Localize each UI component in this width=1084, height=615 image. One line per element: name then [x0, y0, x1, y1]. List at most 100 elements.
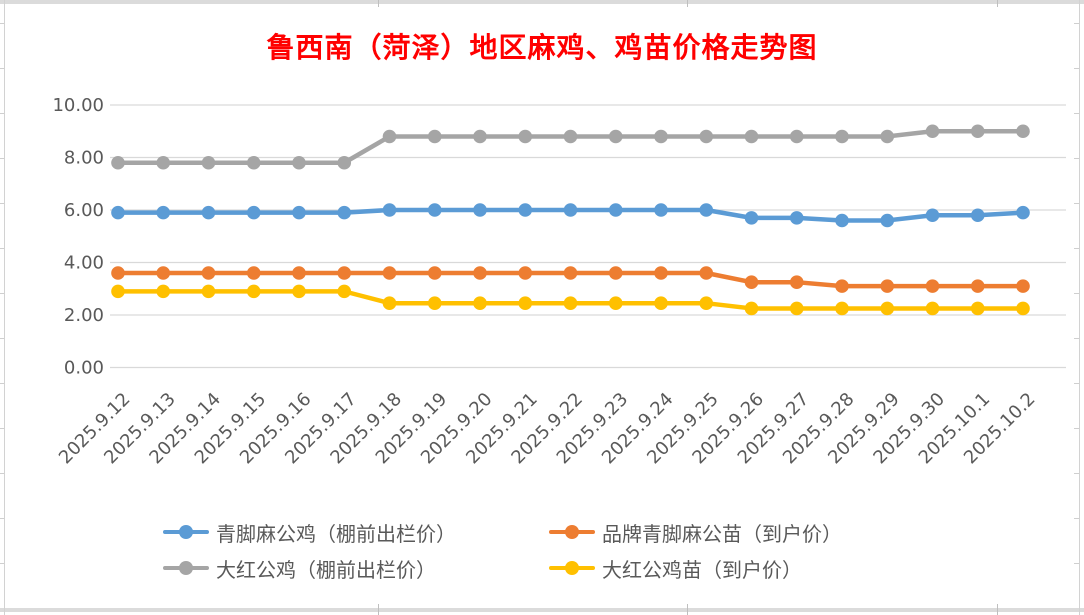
data-point [382, 129, 397, 144]
legend-item-dahong-chicken[interactable]: 大红公鸡（棚前出栏价） [163, 554, 549, 583]
legend: 青脚麻公鸡（棚前出栏价） 品牌青脚麻公苗（到户价） 大红公鸡（棚前出栏价） 大红… [163, 514, 842, 586]
data-point [925, 124, 940, 139]
data-point [518, 129, 533, 144]
sheet-gridline-left [4, 0, 5, 615]
data-point [654, 203, 668, 217]
data-point [111, 155, 125, 170]
data-point [427, 266, 442, 280]
data-point [699, 129, 714, 144]
data-point [835, 213, 849, 228]
data-point [970, 301, 985, 316]
data-point [563, 266, 578, 280]
data-point [880, 279, 895, 293]
sheet-column-divider [687, 604, 688, 615]
data-point [246, 266, 261, 280]
data-point [970, 124, 985, 139]
data-point [518, 266, 533, 280]
y-tick-label: 0.00 [64, 358, 104, 379]
data-point [744, 129, 759, 144]
data-point [292, 155, 306, 170]
data-point [156, 155, 171, 170]
data-point [337, 284, 352, 299]
data-point [880, 129, 895, 144]
data-point [608, 296, 623, 310]
data-point [925, 279, 940, 293]
data-point [744, 211, 759, 225]
y-tick-label: 8.00 [64, 148, 104, 169]
sheet-column-divider [378, 604, 379, 615]
data-point [835, 129, 849, 144]
data-point [382, 266, 397, 280]
data-point [201, 155, 216, 170]
data-point [111, 284, 125, 299]
data-point [156, 205, 171, 220]
data-point [608, 203, 623, 217]
y-tick-label: 4.00 [64, 253, 104, 274]
data-point [654, 129, 668, 144]
data-point [699, 266, 714, 280]
y-tick-label: 10.00 [52, 95, 104, 116]
data-point [970, 208, 985, 223]
legend-swatch-orange [549, 525, 595, 539]
chart-title: 鲁西南（菏泽）地区麻鸡、鸡苗价格走势图 [266, 31, 818, 64]
data-point [1016, 124, 1030, 139]
data-point [292, 205, 306, 220]
data-point [111, 205, 125, 220]
sheet-gridline-right [1079, 0, 1080, 615]
data-point [925, 301, 940, 316]
data-point [246, 284, 261, 299]
data-point [654, 266, 668, 280]
legend-swatch-blue [163, 525, 209, 539]
data-point [201, 284, 216, 299]
sheet-bottom-band [0, 608, 1084, 612]
data-point [111, 266, 125, 280]
legend-swatch-gray [163, 561, 209, 575]
data-point [382, 296, 397, 310]
sheet-column-divider [997, 0, 998, 7]
legend-item-qingjiaoma-chicken[interactable]: 青脚麻公鸡（棚前出栏价） [163, 518, 549, 547]
data-point [789, 275, 804, 289]
data-point [608, 266, 623, 280]
data-point [744, 275, 759, 289]
legend-label: 青脚麻公鸡（棚前出栏价） [216, 521, 456, 546]
data-point [699, 203, 714, 217]
data-point [789, 301, 804, 316]
sheet-column-divider [997, 604, 998, 615]
data-point [880, 213, 895, 228]
data-point [246, 205, 261, 220]
data-point [925, 208, 940, 223]
data-point [473, 129, 487, 144]
data-point [835, 301, 849, 316]
data-point [292, 284, 306, 299]
data-point [473, 296, 487, 310]
legend-label: 大红公鸡苗（到户价） [602, 557, 802, 582]
data-point [427, 129, 442, 144]
data-point [654, 296, 668, 310]
y-tick-label: 2.00 [64, 305, 104, 326]
data-point [156, 266, 171, 280]
legend-swatch-yellow [549, 561, 595, 575]
data-point [337, 155, 352, 170]
legend-item-dahong-chick[interactable]: 大红公鸡苗（到户价） [549, 554, 842, 583]
y-tick-label: 6.00 [64, 200, 104, 221]
data-point [201, 266, 216, 280]
data-point [608, 129, 623, 144]
legend-item-brand-qingjiaoma-chick[interactable]: 品牌青脚麻公苗（到户价） [549, 518, 842, 547]
data-point [789, 211, 804, 225]
data-point [880, 301, 895, 316]
legend-label: 品牌青脚麻公苗（到户价） [602, 521, 842, 546]
data-point [970, 279, 985, 293]
data-point [518, 203, 533, 217]
sheet-row-ticks-right [1074, 23, 1079, 603]
data-point [835, 279, 849, 293]
data-point [337, 205, 352, 220]
data-point [427, 203, 442, 217]
data-point [563, 296, 578, 310]
sheet-row-ticks-left [0, 23, 5, 603]
data-point [744, 301, 759, 316]
data-point [156, 284, 171, 299]
sheet-column-divider [378, 0, 379, 7]
data-point [473, 266, 487, 280]
